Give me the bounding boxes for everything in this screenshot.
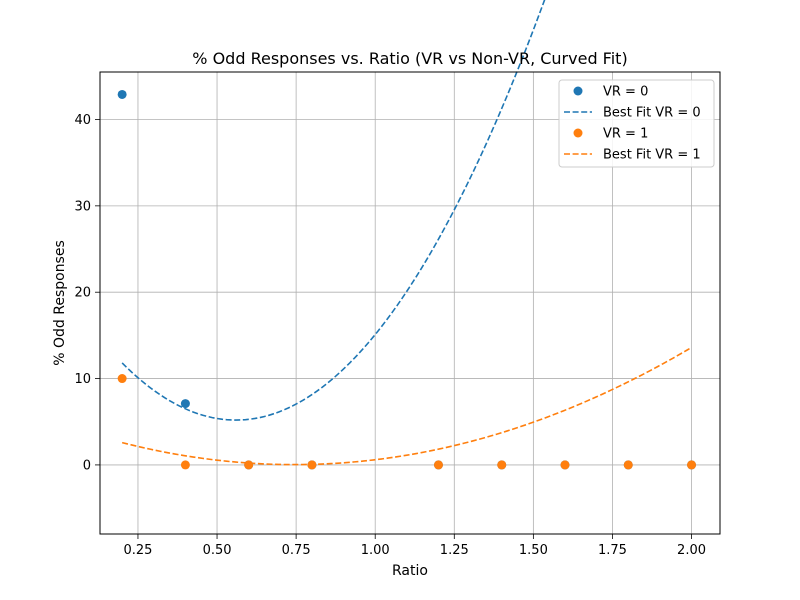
- legend-marker: [573, 86, 583, 96]
- data-point: [497, 460, 507, 470]
- y-tick-label: 10: [74, 372, 91, 387]
- data-point: [623, 460, 633, 470]
- data-point: [433, 460, 443, 470]
- y-axis-title: % Odd Responses: [52, 240, 68, 366]
- data-point: [244, 460, 254, 470]
- plot-series: [117, 0, 697, 470]
- y-tick-label: 0: [83, 458, 91, 473]
- legend-marker: [573, 128, 583, 138]
- fit-line: [121, 346, 692, 466]
- plot-area-frame: [99, 71, 721, 535]
- x-tick-label: 1.75: [598, 543, 627, 558]
- y-tick-label: 30: [74, 199, 91, 214]
- x-tick-label: 1.00: [361, 543, 390, 558]
- data-point: [307, 460, 317, 470]
- legend-label: VR = 0: [603, 85, 648, 100]
- chart-title: % Odd Responses vs. Ratio (VR vs Non-VR,…: [192, 49, 627, 68]
- legend-label: Best Fit VR = 1: [603, 148, 701, 163]
- legend-label: VR = 1: [603, 127, 648, 142]
- legend: VR = 0 Best Fit VR = 0 VR = 1 Best Fit VR =…: [558, 79, 715, 168]
- axis-ticks: 0.25 0.50 0.75 1.00 1.25 1.50 1.75 2.00 0 10 20 30 4…: [74, 113, 706, 558]
- legend-box: [558, 79, 715, 168]
- fit-line: [121, 0, 546, 421]
- y-tick-label: 40: [74, 113, 91, 128]
- data-point: [560, 460, 570, 470]
- data-point: [687, 460, 697, 470]
- x-tick-label: 0.50: [203, 543, 232, 558]
- data-point: [180, 399, 190, 409]
- x-tick-label: 0.25: [123, 543, 152, 558]
- x-tick-label: 1.50: [519, 543, 548, 558]
- y-tick-label: 20: [74, 286, 91, 301]
- data-point: [180, 460, 190, 470]
- x-tick-label: 1.25: [440, 543, 469, 558]
- x-tick-label: 0.75: [282, 543, 311, 558]
- data-point: [117, 89, 127, 99]
- x-axis-title: Ratio: [392, 563, 428, 579]
- data-point: [117, 374, 127, 384]
- x-tick-label: 2.00: [677, 543, 706, 558]
- legend-label: Best Fit VR = 0: [603, 106, 701, 121]
